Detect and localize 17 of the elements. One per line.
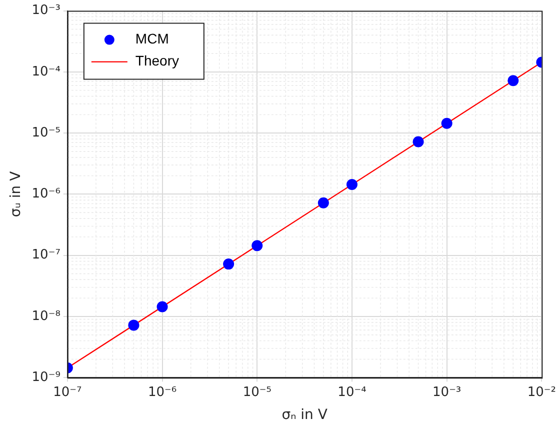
y-tick-label: 10⁻⁷ (32, 248, 60, 263)
y-axis-title: σᵤ in V (8, 170, 24, 218)
x-tick-label: 10⁻⁴ (338, 384, 366, 400)
y-tick-label: 10⁻⁹ (32, 370, 60, 385)
y-tick-label: 10⁻⁵ (32, 125, 60, 140)
x-tick-label: 10⁻² (527, 384, 556, 400)
y-tick-label: 10⁻³ (32, 3, 60, 18)
y-tick-label: 10⁻⁸ (32, 308, 60, 324)
y-tick-label: 10⁻⁴ (32, 64, 60, 80)
legend-label: MCM (135, 30, 169, 47)
legend-label: Theory (135, 52, 179, 69)
y-tick-label: 10⁻⁶ (32, 186, 60, 202)
x-tick-label: 10⁻⁷ (53, 384, 82, 400)
x-axis-title: σₙ in V (282, 407, 328, 424)
x-tick-label: 10⁻⁵ (242, 384, 272, 400)
x-tick-label: 10⁻³ (432, 384, 462, 400)
x-tick-label: 10⁻⁶ (148, 384, 177, 400)
